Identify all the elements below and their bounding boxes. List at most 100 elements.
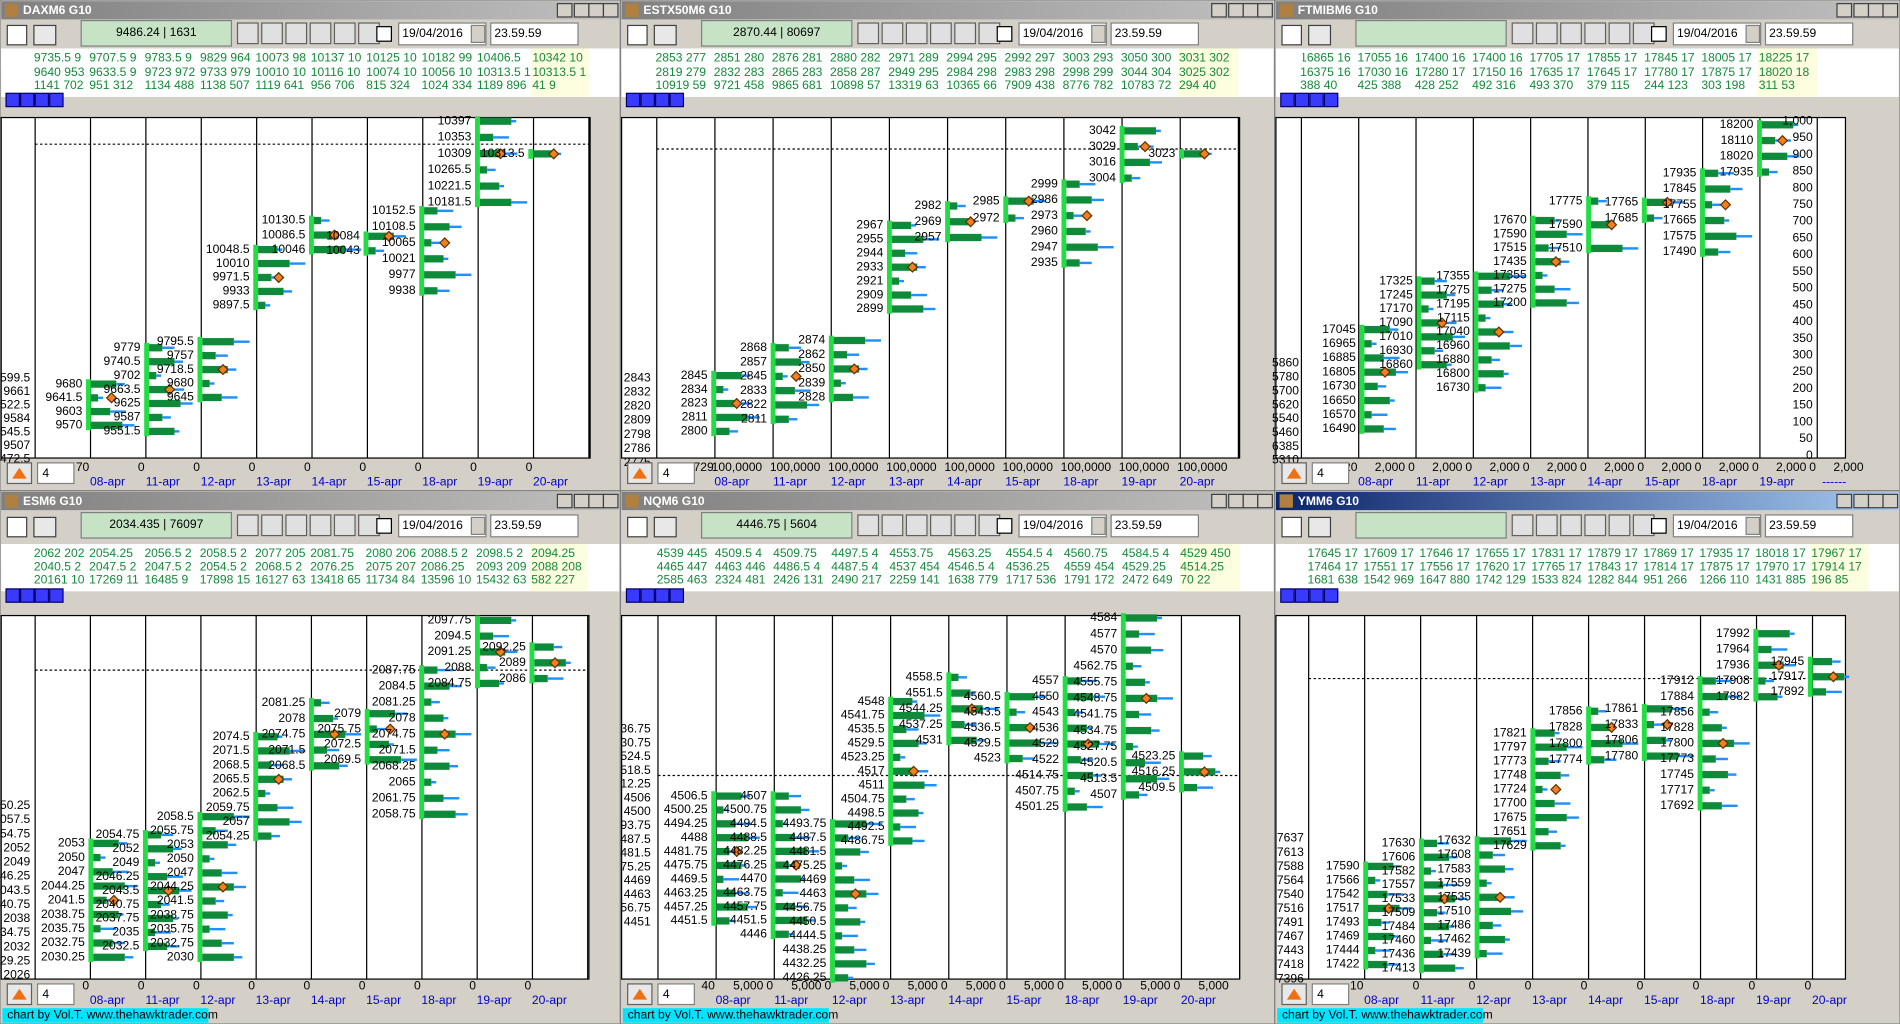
tool-button[interactable] [1511, 22, 1534, 45]
chart-button[interactable] [1308, 24, 1332, 46]
chart-button[interactable] [653, 24, 677, 46]
date-box[interactable] [1672, 514, 1762, 538]
chart-button[interactable] [33, 516, 57, 538]
tool-button[interactable] [1535, 514, 1558, 537]
tool-button[interactable] [1632, 22, 1655, 45]
date-drop[interactable] [1745, 516, 1761, 535]
tool-button[interactable] [905, 22, 928, 45]
date-box[interactable] [1018, 514, 1107, 538]
save-button[interactable] [1281, 24, 1303, 46]
tpo-button[interactable] [669, 588, 685, 603]
tpo-button[interactable] [5, 92, 20, 108]
tool-button[interactable] [1584, 22, 1607, 45]
tpo-button[interactable] [640, 588, 655, 603]
chart-button[interactable] [1308, 516, 1332, 538]
play-button[interactable] [376, 518, 392, 534]
window-button[interactable] [1882, 493, 1899, 509]
chart-button[interactable] [33, 24, 57, 46]
window-button[interactable] [1242, 3, 1259, 18]
time-box[interactable] [1110, 22, 1200, 46]
tpo-button[interactable] [34, 588, 50, 603]
date-box[interactable] [398, 22, 487, 46]
tpo-button[interactable] [1294, 92, 1310, 108]
window-button[interactable] [1867, 3, 1884, 18]
date-box[interactable] [398, 514, 487, 538]
window-button[interactable] [1836, 3, 1853, 18]
tool-button[interactable] [333, 514, 356, 537]
tool-button[interactable] [285, 22, 308, 45]
play-button[interactable] [996, 518, 1013, 534]
save-button[interactable] [627, 516, 648, 538]
window-button[interactable] [1228, 493, 1244, 509]
window-button[interactable] [1882, 3, 1899, 18]
date-box[interactable] [1672, 22, 1762, 46]
tool-button[interactable] [881, 22, 904, 45]
window-button[interactable] [1836, 493, 1853, 509]
chart-button[interactable] [653, 516, 677, 538]
date-drop[interactable] [1091, 24, 1106, 44]
tpo-button[interactable] [34, 92, 50, 108]
tpo-button[interactable] [19, 92, 35, 108]
spin-box[interactable] [1311, 462, 1350, 485]
window-button[interactable] [1853, 3, 1870, 18]
tpo-button[interactable] [625, 92, 641, 108]
spin-box[interactable] [657, 983, 695, 1006]
window-button[interactable] [1257, 493, 1273, 509]
window-button[interactable] [573, 3, 590, 18]
tpo-button[interactable] [669, 92, 685, 108]
tool-button[interactable] [930, 514, 952, 537]
tool-button[interactable] [1632, 514, 1655, 537]
tpo-button[interactable] [49, 92, 64, 108]
tool-button[interactable] [978, 514, 1001, 537]
save-button[interactable] [6, 24, 28, 46]
tool-button[interactable] [261, 514, 283, 537]
time-box[interactable] [1110, 514, 1200, 538]
tool-button[interactable] [1584, 514, 1607, 537]
window-button[interactable] [1211, 493, 1227, 509]
date-drop[interactable] [1091, 516, 1106, 535]
save-button[interactable] [627, 24, 648, 46]
tool-button[interactable] [261, 22, 283, 45]
tool-button[interactable] [309, 22, 332, 45]
tool-button[interactable] [236, 514, 259, 537]
time-box[interactable] [490, 22, 579, 46]
save-button[interactable] [6, 516, 28, 538]
tool-button[interactable] [1560, 22, 1582, 45]
tpo-button[interactable] [640, 92, 655, 108]
time-box[interactable] [1764, 22, 1854, 46]
play-button[interactable] [996, 26, 1013, 42]
time-box[interactable] [490, 514, 579, 538]
tool-button[interactable] [1608, 514, 1631, 537]
window-button[interactable] [573, 493, 590, 509]
tpo-button[interactable] [1323, 588, 1339, 603]
date-drop[interactable] [470, 516, 486, 535]
tool-button[interactable] [857, 22, 880, 45]
tpo-button[interactable] [1309, 92, 1324, 108]
window-button[interactable] [1853, 493, 1870, 509]
window-button[interactable] [1228, 3, 1244, 18]
tool-button[interactable] [905, 514, 928, 537]
tool-button[interactable] [954, 22, 977, 45]
tool-button[interactable] [954, 514, 977, 537]
window-button[interactable] [588, 3, 605, 18]
tpo-button[interactable] [1309, 588, 1324, 603]
spin-box[interactable] [1311, 983, 1350, 1006]
tpo-button[interactable] [1323, 92, 1339, 108]
play-button[interactable] [376, 26, 392, 42]
tool-button[interactable] [881, 514, 904, 537]
tool-button[interactable] [1608, 22, 1631, 45]
window-button[interactable] [556, 493, 573, 509]
tool-button[interactable] [857, 514, 880, 537]
tool-button[interactable] [1560, 514, 1582, 537]
window-button[interactable] [1242, 493, 1259, 509]
tpo-button[interactable] [1280, 92, 1295, 108]
date-box[interactable] [1018, 22, 1107, 46]
tool-button[interactable] [333, 22, 356, 45]
tpo-button[interactable] [1294, 588, 1310, 603]
tpo-button[interactable] [5, 588, 20, 603]
tpo-button[interactable] [654, 92, 670, 108]
time-box[interactable] [1764, 514, 1854, 538]
tpo-button[interactable] [1280, 588, 1295, 603]
spin-box[interactable] [36, 462, 75, 485]
window-button[interactable] [588, 493, 605, 509]
